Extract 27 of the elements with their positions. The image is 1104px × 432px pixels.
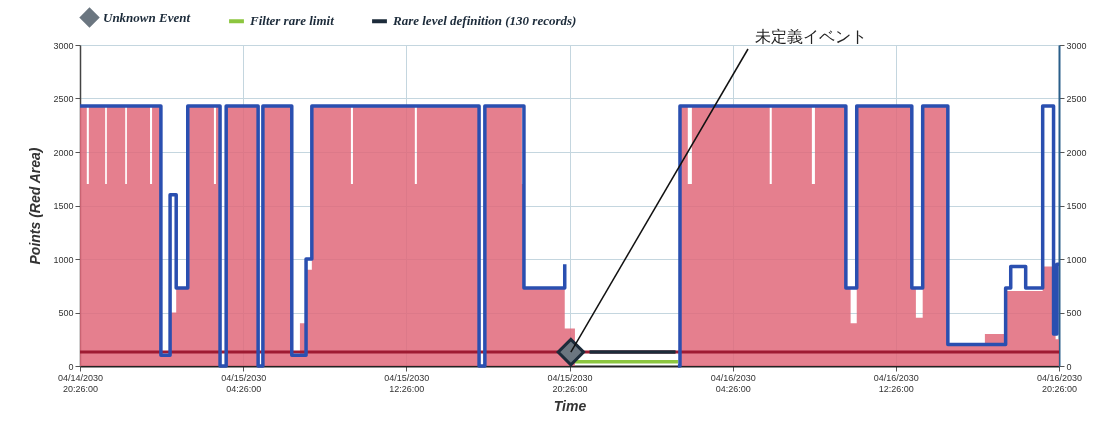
x-axis-title: Time: [553, 397, 587, 414]
x-tick-label: 04/15/2030 20:26:00: [547, 372, 593, 394]
y-tick-label: 500: [58, 308, 74, 318]
y-tick-label: 2500: [53, 94, 74, 104]
y2-tick-label: 3000: [1066, 40, 1087, 51]
x-tick-label: 04/14/2030 20:26:00: [57, 372, 104, 394]
y-tick-label: 0: [68, 361, 74, 372]
x-tick-label: 04/15/2030 12:26:00: [384, 372, 430, 394]
legend-label: Filter rare limit: [249, 13, 335, 29]
y-tick-label: 1500: [53, 201, 74, 211]
x-tick-label: 04/15/2030 04:26:00: [221, 372, 267, 394]
legend-label: Unknown Event: [103, 9, 191, 25]
y2-tick-label: 1500: [1066, 201, 1087, 211]
x-tick-label: 04/16/2030 04:26:00: [710, 372, 756, 394]
y-tick-label: 3000: [53, 40, 74, 51]
y-axis-title: Points (Red Area): [27, 147, 44, 265]
x-tick-label: 04/16/2030 20:26:00: [1036, 372, 1083, 394]
y2-tick-label: 500: [1066, 308, 1082, 318]
y-tick-label: 1000: [53, 254, 74, 265]
y2-tick-label: 0: [1066, 361, 1072, 372]
y2-tick-label: 2500: [1066, 94, 1087, 104]
x-tick-label: 04/16/2030 12:26:00: [873, 372, 919, 394]
y2-tick-label: 2000: [1066, 147, 1087, 158]
annotation: 未定義イベント: [755, 27, 867, 46]
y-tick-label: 2000: [53, 147, 74, 158]
y2-tick-label: 1000: [1066, 254, 1087, 265]
legend-label: Rare level definition (130 records): [392, 13, 577, 29]
